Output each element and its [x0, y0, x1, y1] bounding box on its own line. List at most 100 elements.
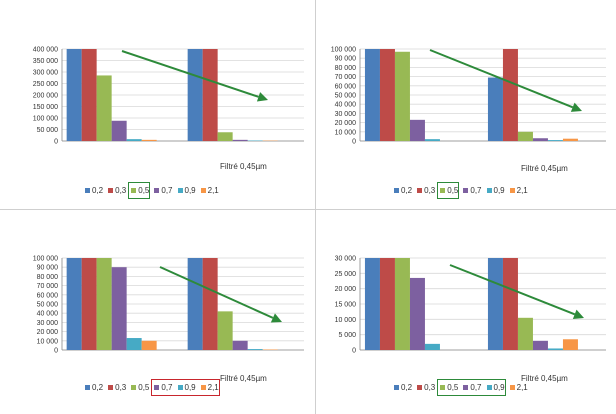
y-tick-label: 10 000 — [37, 338, 59, 345]
legend-swatch — [417, 385, 423, 390]
legend-highlight-box — [437, 379, 506, 396]
bar-0-2 — [66, 49, 82, 141]
legend-item: 0,5 — [440, 186, 458, 195]
legend-label: 0,9 — [493, 186, 505, 195]
legend-label: 0,5 — [447, 186, 459, 195]
y-tick-label: 60 000 — [37, 292, 59, 299]
legend-label: 0,2 — [401, 383, 413, 392]
horizontal-divider — [0, 209, 616, 210]
chart-svg: 400 000 350 000 300 000 250 000 200 000 150 0… — [33, 47, 304, 146]
legend-swatch — [131, 385, 137, 390]
legend-label: 0,5 — [138, 186, 150, 195]
legend-swatch — [154, 385, 160, 390]
x-axis-label: Filtré 0,45µm — [521, 164, 568, 173]
bar-0-2 — [187, 258, 203, 350]
legend-label: 0,9 — [184, 186, 196, 195]
chart-legend: 0,2 0,3 0,5 0,7 0,9 2,1 — [85, 383, 224, 392]
legend-label: 2,1 — [516, 186, 528, 195]
bar-0-7 — [232, 340, 248, 350]
y-tick-label: 250 000 — [33, 81, 58, 88]
chart-legend: 0,2 0,3 0,5 0,7 0,9 2,1 — [85, 186, 224, 195]
legend-label: 0,7 — [470, 186, 482, 195]
legend-swatch — [417, 188, 423, 193]
chart-panel-4: 30 000 25 000 20 000 15 000 10 000 5 000 0 Filt… — [316, 210, 616, 414]
legend-item: 2,1 — [200, 383, 219, 392]
bar-0-5 — [517, 131, 533, 141]
trend-arrow-line — [159, 266, 274, 319]
bar-2-1 — [141, 139, 157, 141]
legend-swatch — [108, 385, 114, 390]
legend-label: 2,1 — [516, 383, 528, 392]
y-tick-label: 100 000 — [33, 256, 58, 263]
y-tick-label: 10 000 — [335, 317, 357, 324]
legend-swatch — [131, 188, 137, 193]
chart-panel-3: 100 000 90 000 80 000 70 000 60 000 50 000 40 … — [0, 210, 315, 414]
legend-item: 0,9 — [177, 383, 196, 392]
trend-arrow-head — [270, 313, 282, 323]
legend-swatch — [463, 385, 469, 390]
legend-swatch — [486, 188, 492, 193]
y-tick-label: 80 000 — [335, 65, 357, 72]
y-tick-label: 100 000 — [331, 47, 356, 54]
legend-item: 0,2 — [85, 186, 103, 195]
bar-2-1 — [562, 339, 578, 350]
legend-item: 0,2 — [394, 186, 412, 195]
legend-label: 0,2 — [92, 383, 104, 392]
bar-0-2 — [364, 258, 380, 350]
bar-0-7 — [409, 277, 425, 350]
bar-0-2 — [364, 49, 380, 141]
y-tick-label: 400 000 — [33, 47, 58, 54]
legend-label: 0,3 — [424, 383, 436, 392]
y-tick-label: 200 000 — [33, 93, 58, 100]
legend-swatch — [509, 385, 515, 390]
chart-legend: 0,2 0,3 0,5 0,7 0,9 2,1 — [394, 383, 533, 392]
bar-0-9 — [424, 139, 440, 141]
chart-svg: 100 000 90 000 80 000 70 000 60 000 50 000 40 … — [33, 256, 304, 355]
y-tick-label: 50 000 — [37, 302, 59, 309]
trend-arrow-line — [429, 49, 574, 109]
legend-swatch — [177, 385, 183, 390]
legend-item: 0,3 — [417, 186, 435, 195]
y-tick-label: 25 000 — [335, 271, 357, 278]
y-tick-label: 20 000 — [37, 329, 59, 336]
legend-item: 0,9 — [486, 383, 505, 392]
legend-swatch — [177, 188, 183, 193]
legend-item: 0,5 — [131, 186, 149, 195]
bar-0-2 — [187, 49, 203, 141]
trend-arrow-head — [256, 92, 268, 102]
legend-label: 0,7 — [161, 383, 173, 392]
bar-0-7 — [232, 139, 248, 141]
legend-item: 0,5 — [440, 383, 458, 392]
legend-swatch — [200, 385, 206, 390]
y-tick-label: 30 000 — [37, 320, 59, 327]
legend-swatch — [85, 385, 90, 390]
bar-0-5 — [96, 75, 112, 141]
legend-item: 0,7 — [154, 186, 173, 195]
bar-2-1 — [562, 138, 578, 141]
legend-label: 0,3 — [115, 383, 127, 392]
legend-swatch — [154, 188, 160, 193]
y-tick-label: 70 000 — [335, 74, 357, 81]
bar-0-9 — [424, 343, 440, 350]
bar-0-2 — [487, 258, 503, 350]
legend-item: 2,1 — [200, 186, 219, 195]
bar-0-3 — [202, 49, 218, 141]
y-tick-label: 5 000 — [338, 332, 356, 339]
legend-highlight-box — [151, 379, 220, 396]
legend-label: 0,2 — [92, 186, 104, 195]
legend-label: 2,1 — [207, 383, 219, 392]
legend-swatch — [394, 188, 399, 193]
legend-highlight-box — [128, 182, 151, 199]
legend-item: 0,3 — [108, 186, 126, 195]
y-tick-label: 70 000 — [37, 283, 59, 290]
bar-0-2 — [66, 258, 82, 350]
legend-swatch — [440, 188, 446, 193]
vertical-divider — [315, 0, 316, 414]
legend-label: 0,3 — [115, 186, 127, 195]
legend-label: 0,2 — [401, 186, 413, 195]
legend-label: 0,9 — [184, 383, 196, 392]
bar-0-7 — [111, 120, 127, 141]
x-axis-label: Filtré 0,45µm — [521, 374, 568, 383]
x-axis-label: Filtré 0,45µm — [220, 374, 267, 383]
y-tick-label: 0 — [54, 348, 58, 355]
